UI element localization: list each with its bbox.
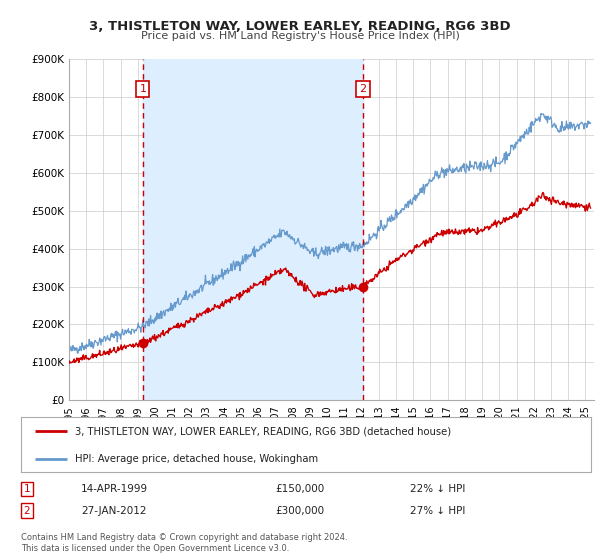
Text: 1: 1 [139,84,146,94]
Text: £300,000: £300,000 [275,506,325,516]
Text: 3, THISTLETON WAY, LOWER EARLEY, READING, RG6 3BD: 3, THISTLETON WAY, LOWER EARLEY, READING… [89,20,511,32]
Bar [143,59,363,400]
Text: 22% ↓ HPI: 22% ↓ HPI [410,484,466,494]
Text: 2: 2 [359,84,367,94]
Text: 2: 2 [23,506,31,516]
Text: Price paid vs. HM Land Registry's House Price Index (HPI): Price paid vs. HM Land Registry's House … [140,31,460,41]
Text: 14-APR-1999: 14-APR-1999 [80,484,148,494]
Text: HPI: Average price, detached house, Wokingham: HPI: Average price, detached house, Woki… [75,455,318,464]
Text: Contains HM Land Registry data © Crown copyright and database right 2024.
This d: Contains HM Land Registry data © Crown c… [21,533,347,553]
Text: £150,000: £150,000 [275,484,325,494]
Text: 3, THISTLETON WAY, LOWER EARLEY, READING, RG6 3BD (detached house): 3, THISTLETON WAY, LOWER EARLEY, READING… [75,427,451,436]
Text: 27-JAN-2012: 27-JAN-2012 [81,506,147,516]
Text: 1: 1 [23,484,31,494]
Text: 27% ↓ HPI: 27% ↓ HPI [410,506,466,516]
